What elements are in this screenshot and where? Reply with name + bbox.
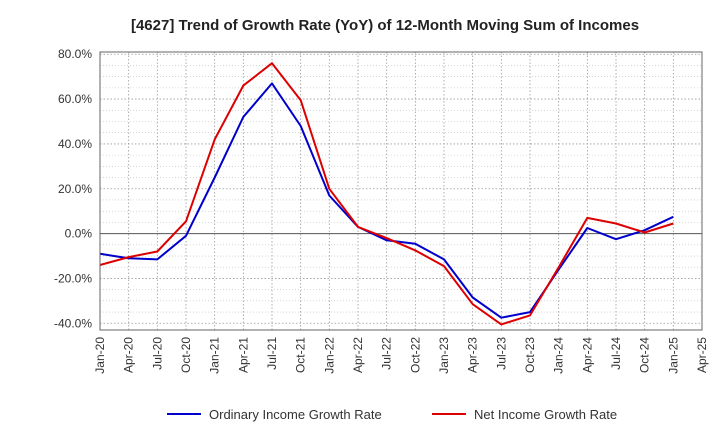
series-line-net-income bbox=[99, 62, 674, 326]
y-tick-label: 60.0% bbox=[58, 92, 92, 106]
x-tick-label: Oct-24 bbox=[638, 337, 652, 373]
x-tick-label: Jan-22 bbox=[322, 337, 336, 374]
x-tick-label: Jan-21 bbox=[208, 337, 222, 374]
y-tick-label: 40.0% bbox=[58, 137, 92, 151]
y-tick-label: 0.0% bbox=[65, 227, 93, 241]
x-tick-label: Oct-21 bbox=[294, 337, 308, 373]
x-axis-ticks: Jan-20 Apr-20 Jul-20 Oct-20 Jan-21 Apr-21 Jul-… bbox=[93, 337, 709, 374]
grid-lines bbox=[100, 52, 702, 330]
x-tick-label: Apr-24 bbox=[580, 337, 594, 373]
x-tick-label: Apr-20 bbox=[122, 337, 136, 373]
y-tick-label: -40.0% bbox=[54, 316, 92, 330]
x-tick-label: Apr-23 bbox=[466, 337, 480, 373]
x-tick-label: Apr-21 bbox=[236, 337, 250, 373]
series-lines bbox=[99, 62, 674, 326]
chart-title: [4627] Trend of Growth Rate (YoY) of 12-… bbox=[131, 17, 639, 34]
x-tick-label: Oct-23 bbox=[523, 337, 537, 373]
plot-frame bbox=[99, 51, 703, 331]
x-tick-label: Jul-21 bbox=[265, 337, 279, 370]
x-tick-label: Jul-24 bbox=[609, 337, 623, 370]
y-tick-label: 80.0% bbox=[58, 47, 92, 61]
y-axis-ticks: 80.0% 60.0% 40.0% 20.0% 0.0% -20.0% -40.0% bbox=[54, 47, 92, 330]
x-tick-label: Jan-25 bbox=[666, 337, 680, 374]
x-tick-label: Apr-25 bbox=[695, 337, 709, 373]
x-tick-label: Oct-22 bbox=[408, 337, 422, 373]
x-tick-label: Jan-23 bbox=[437, 337, 451, 374]
x-tick-label: Oct-20 bbox=[179, 337, 193, 373]
x-tick-label: Jul-22 bbox=[380, 337, 394, 370]
x-tick-label: Jul-23 bbox=[494, 337, 508, 370]
x-tick-label: Apr-22 bbox=[351, 337, 365, 373]
legend: Ordinary Income Growth Rate Net Income Gr… bbox=[167, 407, 617, 422]
legend-label: Net Income Growth Rate bbox=[474, 407, 617, 422]
y-tick-label: 20.0% bbox=[58, 182, 92, 196]
series-line-ordinary-income bbox=[99, 82, 674, 319]
x-tick-label: Jan-20 bbox=[93, 337, 107, 374]
y-tick-label: -20.0% bbox=[54, 271, 92, 285]
x-tick-label: Jul-20 bbox=[150, 337, 164, 370]
x-tick-label: Jan-24 bbox=[552, 337, 566, 374]
legend-label: Ordinary Income Growth Rate bbox=[209, 407, 382, 422]
